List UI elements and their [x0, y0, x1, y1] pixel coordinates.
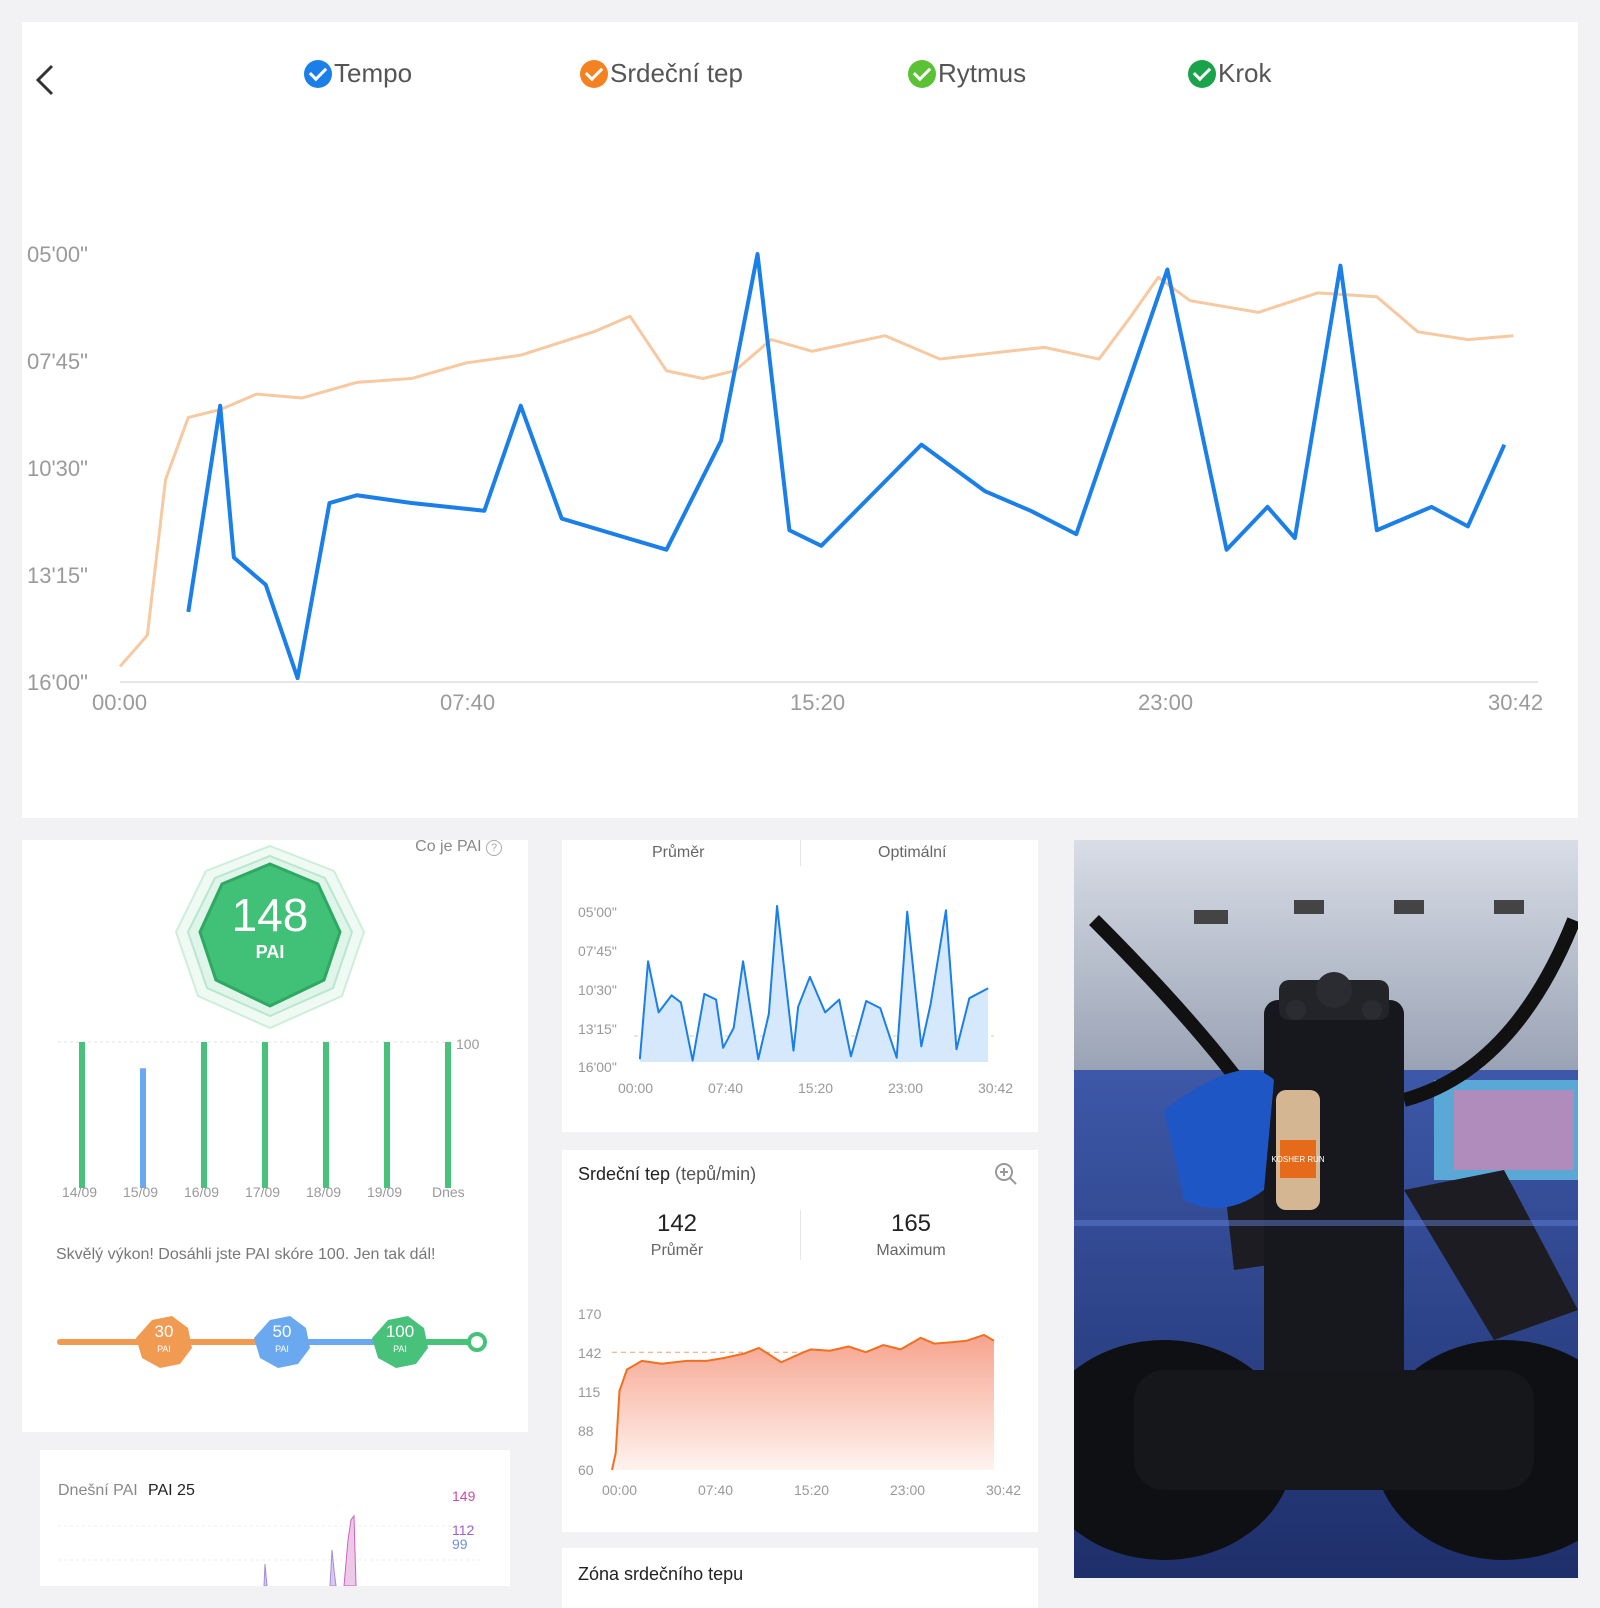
pai-day-label: Dnes [432, 1184, 465, 1200]
pai-bar [262, 1042, 268, 1188]
bottle-label: KOSHER RUN [1271, 1155, 1325, 1164]
pai-history-chart [22, 1020, 528, 1240]
heart-rate-card: Srdeční tep (tepů/min) 142 Průměr 165 Ma… [562, 1150, 1038, 1532]
milestone-unit: PAI [375, 1344, 425, 1354]
today-pai-tick: 99 [452, 1536, 468, 1552]
pace-chart [562, 840, 1038, 1132]
pai-score-value: 148 [220, 888, 320, 942]
pai-reference-label: 100 [456, 1036, 479, 1052]
pai-bar [384, 1042, 390, 1188]
pai-progress-track [22, 1302, 528, 1382]
heart-rate-zone-card: Zóna srdečního tepu [562, 1548, 1038, 1608]
milestone-value: 50 [257, 1322, 307, 1342]
pai-day-label: 19/09 [367, 1184, 402, 1200]
gym-photo-illustration: KOSHER RUN [1074, 840, 1578, 1578]
today-pai-tick: 149 [452, 1488, 475, 1504]
pai-day-label: 17/09 [245, 1184, 280, 1200]
milestone-unit: PAI [139, 1344, 189, 1354]
pai-panel: Co je PAI ? 148 PAI 100 14/09 15/09 16/0… [22, 840, 528, 1432]
heart-rate-chart [562, 1150, 1038, 1532]
pai-day-label: 16/09 [184, 1184, 219, 1200]
series-line [188, 254, 1504, 678]
pai-message: Skvělý výkon! Dosáhli jste PAI skóre 100… [56, 1246, 435, 1264]
pai-day-label: 18/09 [306, 1184, 341, 1200]
pai-day-label: 14/09 [62, 1184, 97, 1200]
pace-heart-rate-chart [22, 22, 1578, 818]
pai-day-label: 15/09 [123, 1184, 158, 1200]
today-pai-card: Dnešní PAI PAI 25 149 112 99 [40, 1450, 510, 1586]
pai-bar [323, 1042, 329, 1188]
pai-bar [79, 1042, 85, 1188]
pai-score-unit: PAI [220, 942, 320, 963]
workout-detail-chart-panel: Tempo Srdeční tep Rytmus Krok 05'00" 07'… [22, 22, 1578, 818]
pai-bar [201, 1042, 207, 1188]
gym-photo: KOSHER RUN [1074, 840, 1578, 1578]
milestone-value: 100 [375, 1322, 425, 1342]
today-pai-chart [40, 1450, 510, 1586]
pace-card: Průměr Optimální 05'00" 07'45" 10'30" 13… [562, 840, 1038, 1132]
milestone-unit: PAI [257, 1344, 307, 1354]
pai-bar [445, 1042, 451, 1188]
series-area [612, 1335, 994, 1470]
milestone-value: 30 [139, 1322, 189, 1342]
pai-bar [140, 1068, 146, 1188]
zone-title: Zóna srdečního tepu [578, 1564, 743, 1585]
